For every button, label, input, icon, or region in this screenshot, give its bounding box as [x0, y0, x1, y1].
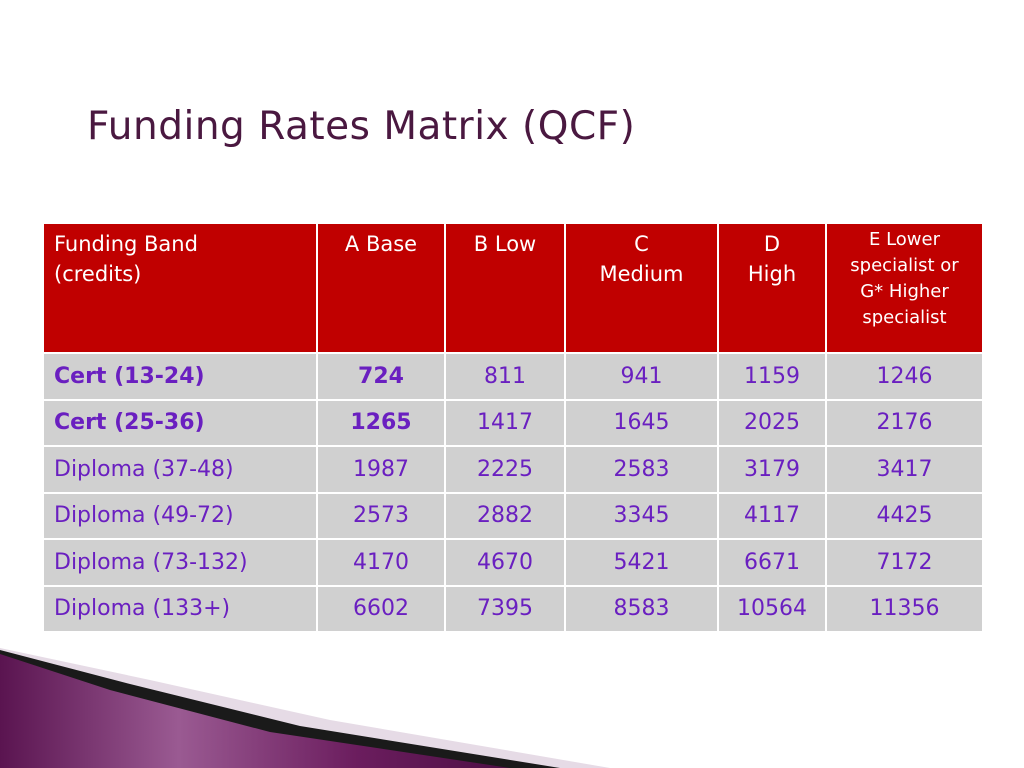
rate-c-cell: 941 [564, 352, 719, 401]
rate-c-cell: 5421 [564, 538, 719, 587]
rate-a-cell: 4170 [316, 538, 446, 587]
rate-e-cell: 1246 [825, 352, 984, 401]
rate-d-cell: 10564 [717, 584, 827, 633]
table-row: Cert (25-36) 1265 1417 1645 2025 2176 [42, 398, 984, 447]
header-line: B Low [473, 232, 537, 256]
rate-d-cell: 1159 [717, 352, 827, 401]
rate-b-cell: 7395 [444, 584, 566, 633]
header-b-low: B Low [444, 222, 566, 354]
table-row: Diploma (37-48) 1987 2225 2583 3179 3417 [42, 445, 984, 494]
table-row: Diploma (133+) 6602 7395 8583 10564 1135… [42, 584, 984, 633]
rate-c-cell: 1645 [564, 398, 719, 447]
table-row: Diploma (73-132) 4170 4670 5421 6671 717… [42, 538, 984, 587]
rate-d-cell: 4117 [717, 491, 827, 540]
rate-e-cell: 7172 [825, 538, 984, 587]
funding-band-cell: Cert (13-24) [42, 352, 318, 401]
rate-d-cell: 2025 [717, 398, 827, 447]
funding-rates-table: Funding Band (credits) A Base B Low C Me… [42, 222, 984, 633]
header-line: A Base [344, 232, 418, 256]
rate-a-cell: 1265 [316, 398, 446, 447]
page-title: Funding Rates Matrix (QCF) [87, 104, 636, 149]
rate-a-cell: 1987 [316, 445, 446, 494]
decorative-swoosh [0, 648, 610, 768]
funding-band-cell: Diploma (73-132) [42, 538, 318, 587]
funding-band-cell: Diploma (49-72) [42, 491, 318, 540]
rate-b-cell: 1417 [444, 398, 566, 447]
rate-c-cell: 2583 [564, 445, 719, 494]
header-line: specialist or [850, 255, 959, 276]
rate-e-cell: 4425 [825, 491, 984, 540]
rate-b-cell: 2882 [444, 491, 566, 540]
swoosh-purple-band [0, 654, 510, 768]
rate-a-cell: 2573 [316, 491, 446, 540]
rate-d-cell: 6671 [717, 538, 827, 587]
header-line: specialist [862, 307, 947, 328]
rate-c-cell: 3345 [564, 491, 719, 540]
header-d-high: D High [717, 222, 827, 354]
header-e-specialist: E Lower specialist or G* Higher speciali… [825, 222, 984, 354]
header-line: G* Higher [860, 281, 949, 302]
rate-b-cell: 2225 [444, 445, 566, 494]
table-row: Cert (13-24) 724 811 941 1159 1246 [42, 352, 984, 401]
header-a-base: A Base [316, 222, 446, 354]
funding-band-cell: Diploma (133+) [42, 584, 318, 633]
header-line: Funding Band [54, 232, 198, 256]
header-line: D [763, 232, 781, 256]
header-c-medium: C Medium [564, 222, 719, 354]
rate-a-cell: 6602 [316, 584, 446, 633]
header-line: Medium [599, 262, 684, 286]
header-line: High [747, 262, 797, 286]
header-row: Funding Band (credits) A Base B Low C Me… [42, 222, 984, 354]
rate-e-cell: 11356 [825, 584, 984, 633]
rate-b-cell: 4670 [444, 538, 566, 587]
rate-e-cell: 2176 [825, 398, 984, 447]
header-funding-band: Funding Band (credits) [42, 222, 318, 354]
rate-d-cell: 3179 [717, 445, 827, 494]
rate-c-cell: 8583 [564, 584, 719, 633]
rate-a-cell: 724 [316, 352, 446, 401]
funding-band-cell: Cert (25-36) [42, 398, 318, 447]
header-line: (credits) [54, 262, 142, 286]
header-line: C [634, 232, 649, 256]
funding-band-cell: Diploma (37-48) [42, 445, 318, 494]
rate-e-cell: 3417 [825, 445, 984, 494]
header-line: E Lower [868, 229, 940, 250]
rate-b-cell: 811 [444, 352, 566, 401]
table-row: Diploma (49-72) 2573 2882 3345 4117 4425 [42, 491, 984, 540]
